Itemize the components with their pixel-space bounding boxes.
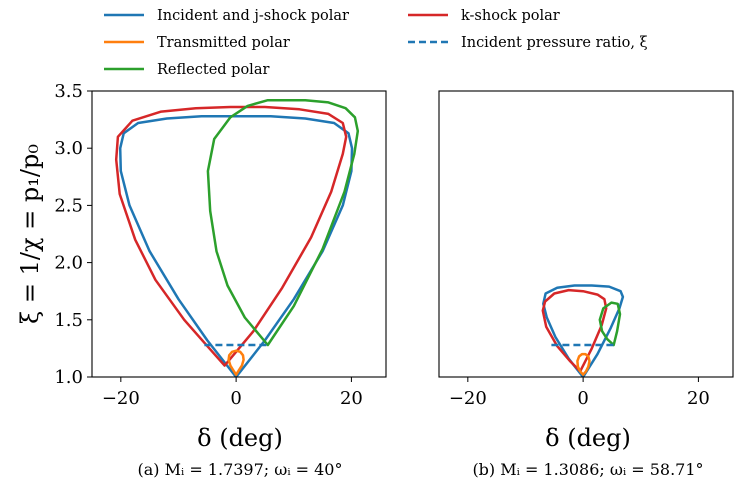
y-tick-label: 1.0: [54, 367, 83, 388]
x-axis-label-a: δ (deg): [197, 424, 283, 452]
x-tick-label: 0: [577, 388, 588, 409]
x-tick-label: 20: [687, 388, 710, 409]
legend-entry-incident: Incident and j-shock polar: [104, 8, 349, 24]
legend-entry-transmitted: Transmitted polar: [104, 35, 290, 51]
x-tick-label: −20: [449, 388, 487, 409]
y-tick-label: 3.5: [54, 81, 83, 102]
y-tick-label: 2.0: [54, 253, 83, 274]
series-line-2: [206, 98, 360, 347]
legend-label-k-shock: k-shock polar: [461, 8, 560, 24]
series-group: [541, 284, 625, 377]
y-tick-label: 2.5: [54, 195, 83, 216]
series-line-1: [114, 105, 348, 367]
y-tick-label: 3.0: [54, 138, 83, 159]
axes-frame: [438, 90, 734, 378]
x-tick-label: −20: [102, 388, 140, 409]
y-axis-label: ξ = 1/χ = p₁/p₀: [16, 144, 44, 324]
legend-entry-pressure-ratio: Incident pressure ratio, ξ: [408, 35, 648, 51]
legend-label-incident: Incident and j-shock polar: [157, 8, 349, 24]
legend-entry-k-shock: k-shock polar: [408, 8, 560, 24]
caption-a: (a) Mᵢ = 1.7397; ωᵢ = 40°: [138, 460, 343, 479]
legend-label-transmitted: Transmitted polar: [157, 35, 290, 51]
panel-a: ξ = 1/χ = p₁/p₀ δ (deg) (a) Mᵢ = 1.7397;…: [16, 81, 387, 479]
x-axis-label-b: δ (deg): [545, 424, 631, 452]
x-tick-label: 20: [340, 388, 363, 409]
series-line-0: [542, 284, 625, 377]
series-line-3: [576, 352, 591, 376]
panel-b: δ (deg) (b) Mᵢ = 1.3086; ωᵢ = 58.71° −20…: [438, 90, 734, 479]
x-tick-label: 0: [230, 388, 241, 409]
legend: Incident and j-shock polar Transmitted p…: [104, 8, 648, 78]
series-line-0: [118, 114, 354, 377]
series-line-3: [227, 349, 245, 376]
caption-b: (b) Mᵢ = 1.3086; ωᵢ = 58.71°: [472, 460, 703, 479]
series-line-2: [598, 301, 622, 347]
series-group: [114, 98, 360, 377]
axes-frame: [91, 90, 387, 378]
legend-label-pressure-ratio: Incident pressure ratio, ξ: [461, 35, 648, 51]
legend-entry-reflected: Reflected polar: [104, 62, 269, 78]
legend-label-reflected: Reflected polar: [157, 62, 269, 78]
series-line-1: [541, 288, 608, 373]
y-tick-label: 1.5: [54, 310, 83, 331]
